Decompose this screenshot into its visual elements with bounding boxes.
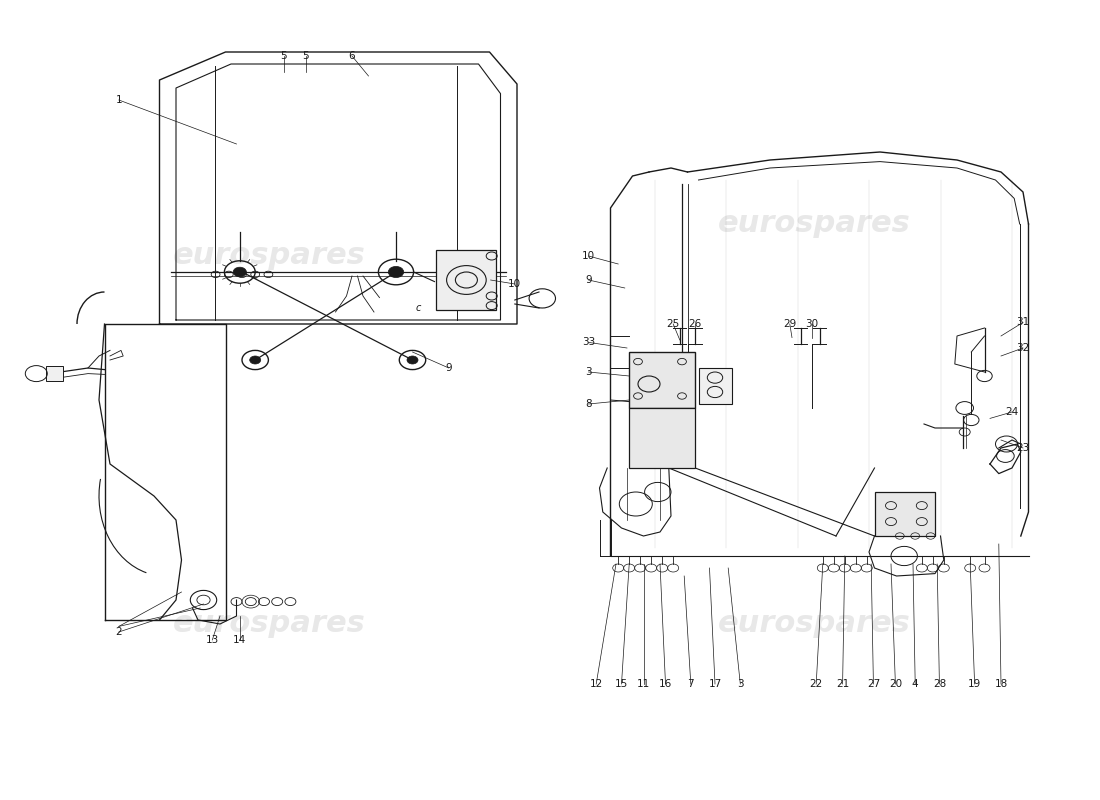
Text: eurospares: eurospares: [173, 242, 366, 270]
Text: 7: 7: [688, 679, 694, 689]
Text: eurospares: eurospares: [173, 610, 366, 638]
Text: 11: 11: [637, 679, 650, 689]
Text: 28: 28: [933, 679, 946, 689]
Text: 16: 16: [659, 679, 672, 689]
Text: 10: 10: [582, 251, 595, 261]
Circle shape: [233, 267, 246, 277]
Text: 15: 15: [615, 679, 628, 689]
Text: 4: 4: [912, 679, 918, 689]
Bar: [629, 408, 695, 468]
Text: 26: 26: [689, 319, 702, 329]
Text: 2: 2: [116, 627, 122, 637]
Text: 23: 23: [1016, 443, 1030, 453]
Text: 21: 21: [836, 679, 849, 689]
Text: 14: 14: [233, 635, 246, 645]
Text: 9: 9: [585, 275, 592, 285]
Text: 32: 32: [1016, 343, 1030, 353]
Text: 6: 6: [349, 51, 355, 61]
Bar: [46, 366, 63, 381]
Text: 17: 17: [708, 679, 722, 689]
Text: c: c: [416, 303, 420, 313]
Bar: [698, 368, 732, 404]
Text: 10: 10: [508, 279, 521, 289]
Text: 20: 20: [889, 679, 902, 689]
Text: 18: 18: [994, 679, 1008, 689]
Text: 5: 5: [302, 51, 309, 61]
Text: 30: 30: [805, 319, 818, 329]
Circle shape: [388, 266, 404, 278]
Text: 22: 22: [810, 679, 823, 689]
Circle shape: [250, 356, 261, 364]
Text: 19: 19: [968, 679, 981, 689]
Text: 27: 27: [867, 679, 880, 689]
Text: 9: 9: [446, 363, 452, 373]
Text: 3: 3: [737, 679, 744, 689]
Text: 33: 33: [582, 338, 595, 347]
Bar: [629, 352, 695, 408]
Circle shape: [407, 356, 418, 364]
Text: eurospares: eurospares: [717, 210, 911, 238]
Text: 5: 5: [280, 51, 287, 61]
Bar: [436, 250, 496, 310]
Text: 24: 24: [1005, 407, 1019, 417]
Text: 3: 3: [585, 367, 592, 377]
Text: 13: 13: [206, 635, 219, 645]
Text: eurospares: eurospares: [717, 610, 911, 638]
Text: 29: 29: [783, 319, 796, 329]
Bar: [874, 492, 935, 536]
Text: 8: 8: [585, 399, 592, 409]
Text: 1: 1: [116, 95, 122, 105]
Text: 25: 25: [667, 319, 680, 329]
Text: 12: 12: [590, 679, 603, 689]
Text: 31: 31: [1016, 318, 1030, 327]
